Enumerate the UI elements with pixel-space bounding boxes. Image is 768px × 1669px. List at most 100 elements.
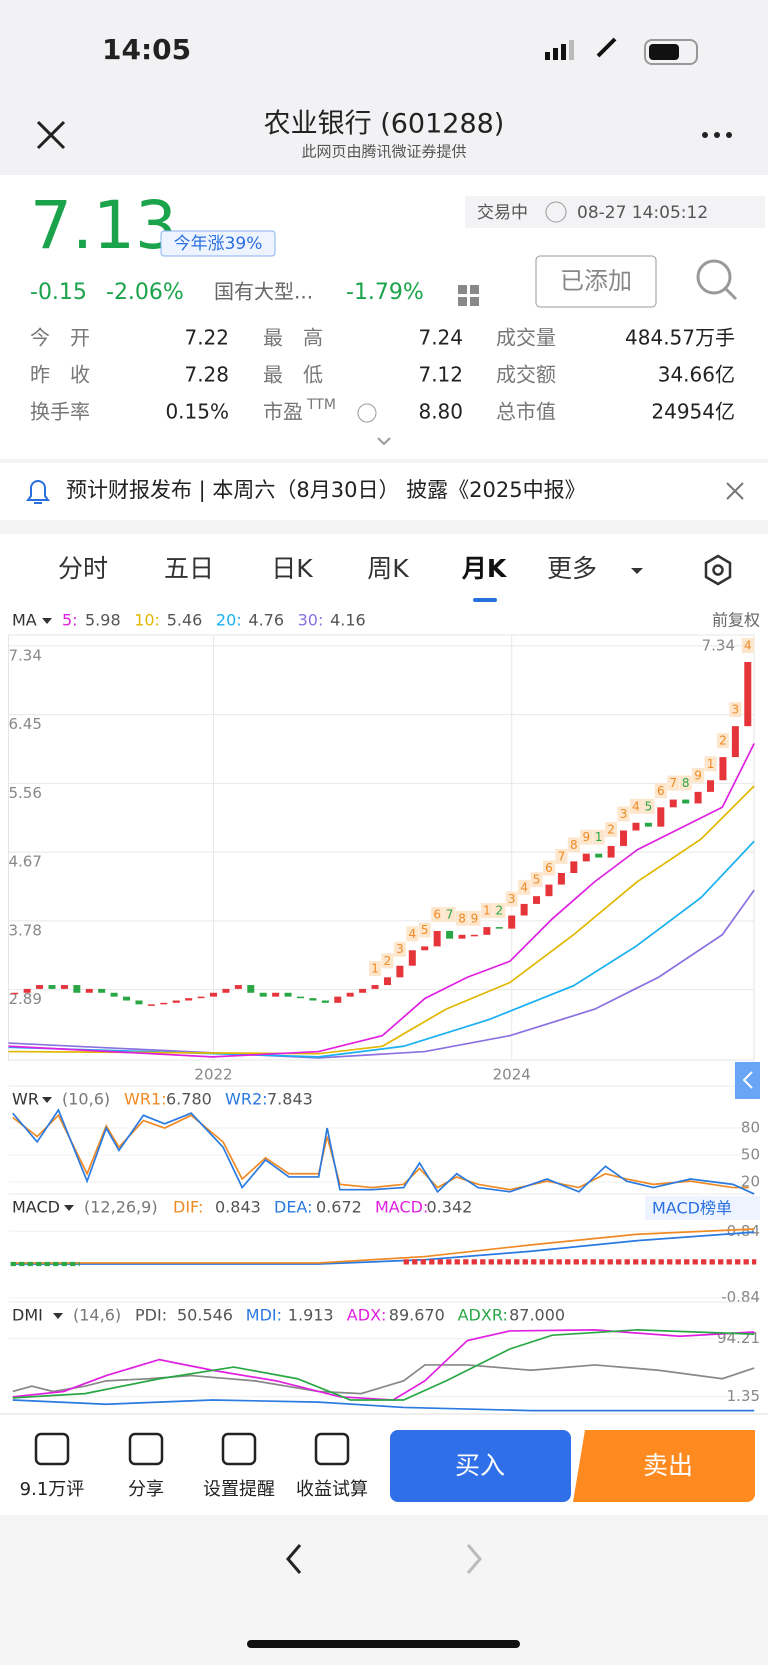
candle <box>85 988 93 993</box>
change: -0.15 <box>30 280 87 305</box>
y-tick-label: 0.84 <box>727 1222 760 1240</box>
action-icon[interactable] <box>128 1432 164 1466</box>
tab[interactable]: 日K <box>271 554 313 583</box>
stat-value: 24954亿 <box>651 400 735 424</box>
stat-label: 总市值 <box>496 400 556 424</box>
legend-key: MACD: <box>375 1198 428 1217</box>
td-box <box>654 783 667 799</box>
added-button[interactable] <box>535 255 657 308</box>
added-label: 已添加 <box>560 267 632 295</box>
candle <box>98 988 106 993</box>
y-tick-label: 5.56 <box>9 784 42 802</box>
expand[interactable] <box>377 437 391 446</box>
stat-value: 7.12 <box>418 363 463 387</box>
forward[interactable] <box>466 1544 482 1574</box>
sector[interactable]: 国有大型... <box>214 280 313 304</box>
y-tick-label: 2.89 <box>9 990 42 1008</box>
candle <box>11 992 19 995</box>
tab[interactable]: 周K <box>367 554 409 583</box>
candle <box>644 822 652 827</box>
settings[interactable] <box>704 554 732 586</box>
td-box <box>530 872 543 888</box>
y-tick-label: 4.67 <box>9 853 42 871</box>
search-button[interactable] <box>696 259 738 301</box>
buy-label: 买入 <box>455 1451 505 1480</box>
legend-value: 5.46 <box>167 611 203 630</box>
y-tick-label: 7.34 <box>9 646 42 664</box>
legend-params: (10,6) <box>62 1090 110 1109</box>
side-arrow <box>742 1071 753 1089</box>
home-indicator <box>247 1640 520 1648</box>
adjust: 前复权 <box>712 611 760 630</box>
candle <box>48 985 56 989</box>
more-button[interactable] <box>702 132 732 138</box>
candle <box>123 996 131 1001</box>
tab[interactable]: 更多 <box>547 554 597 583</box>
tabs: 分时 五日 日K 周K 月K 更多 <box>58 554 597 583</box>
sell-button[interactable] <box>573 1430 755 1502</box>
action-icon[interactable] <box>221 1432 257 1466</box>
settings-dot <box>712 564 724 576</box>
legend-value: 1.913 <box>288 1306 334 1325</box>
info-icon <box>357 403 377 423</box>
stat-label: 成交额 <box>496 363 556 387</box>
y-tick-label: 3.78 <box>9 921 42 939</box>
candle <box>259 992 267 997</box>
legend-key: 30: <box>298 611 324 630</box>
td-count: 9 <box>694 768 702 782</box>
legend-key: ADXR: <box>458 1306 508 1325</box>
side-tab[interactable] <box>735 1062 760 1099</box>
tab[interactable]: 五日 <box>164 554 214 583</box>
y-tick-label: 50 <box>741 1146 760 1164</box>
macd-button[interactable] <box>645 1196 760 1220</box>
legend-key: DEA: <box>274 1198 312 1217</box>
td-box <box>605 821 618 837</box>
td-box <box>555 849 568 864</box>
tab[interactable]: 分时 <box>58 554 108 583</box>
td-count: 3 <box>620 807 628 821</box>
back[interactable] <box>286 1544 302 1574</box>
legend-value: 4.16 <box>330 611 366 630</box>
y-tick-label: -0.84 <box>721 1288 760 1306</box>
td-count: 7 <box>446 907 454 921</box>
candle <box>247 985 255 993</box>
candle <box>334 996 342 1003</box>
td-box <box>667 775 680 791</box>
action-icon[interactable] <box>314 1432 350 1466</box>
candle <box>296 996 304 999</box>
header-bg <box>0 0 768 175</box>
candle <box>421 946 429 951</box>
legend-value: 89.670 <box>389 1306 445 1325</box>
buy-button[interactable] <box>390 1430 571 1502</box>
tab-underline <box>473 598 497 602</box>
notice[interactable]: 预计财报发布 | 本周六（8月30日） 披露《2025中报》 <box>66 478 586 503</box>
td-count: 1 <box>595 830 603 844</box>
plot-frame <box>8 634 755 1061</box>
high-label: 7.34 <box>702 636 735 654</box>
state: 交易中 <box>477 203 528 223</box>
td-box <box>443 906 456 922</box>
legend-params: (14,6) <box>73 1306 121 1325</box>
close-button[interactable] <box>36 120 66 150</box>
y-tick-label: 80 <box>741 1119 760 1137</box>
candle <box>160 1002 168 1005</box>
tab[interactable]: 月K <box>461 554 508 583</box>
td-count: 4 <box>744 639 752 653</box>
td-count: 3 <box>508 892 516 906</box>
td-count: 2 <box>607 822 615 836</box>
td-box <box>729 702 742 718</box>
notice-close[interactable] <box>726 482 744 500</box>
candle <box>73 985 81 993</box>
td-count: 4 <box>408 927 416 941</box>
td-count: 9 <box>471 911 479 925</box>
candle <box>135 1000 143 1005</box>
candle <box>520 903 528 916</box>
bell <box>26 480 50 504</box>
td-count: 2 <box>495 904 503 918</box>
action-icon[interactable] <box>34 1432 70 1466</box>
td-box <box>692 767 705 783</box>
sell-label: 卖出 <box>643 1451 693 1480</box>
td-count: 6 <box>545 861 553 875</box>
